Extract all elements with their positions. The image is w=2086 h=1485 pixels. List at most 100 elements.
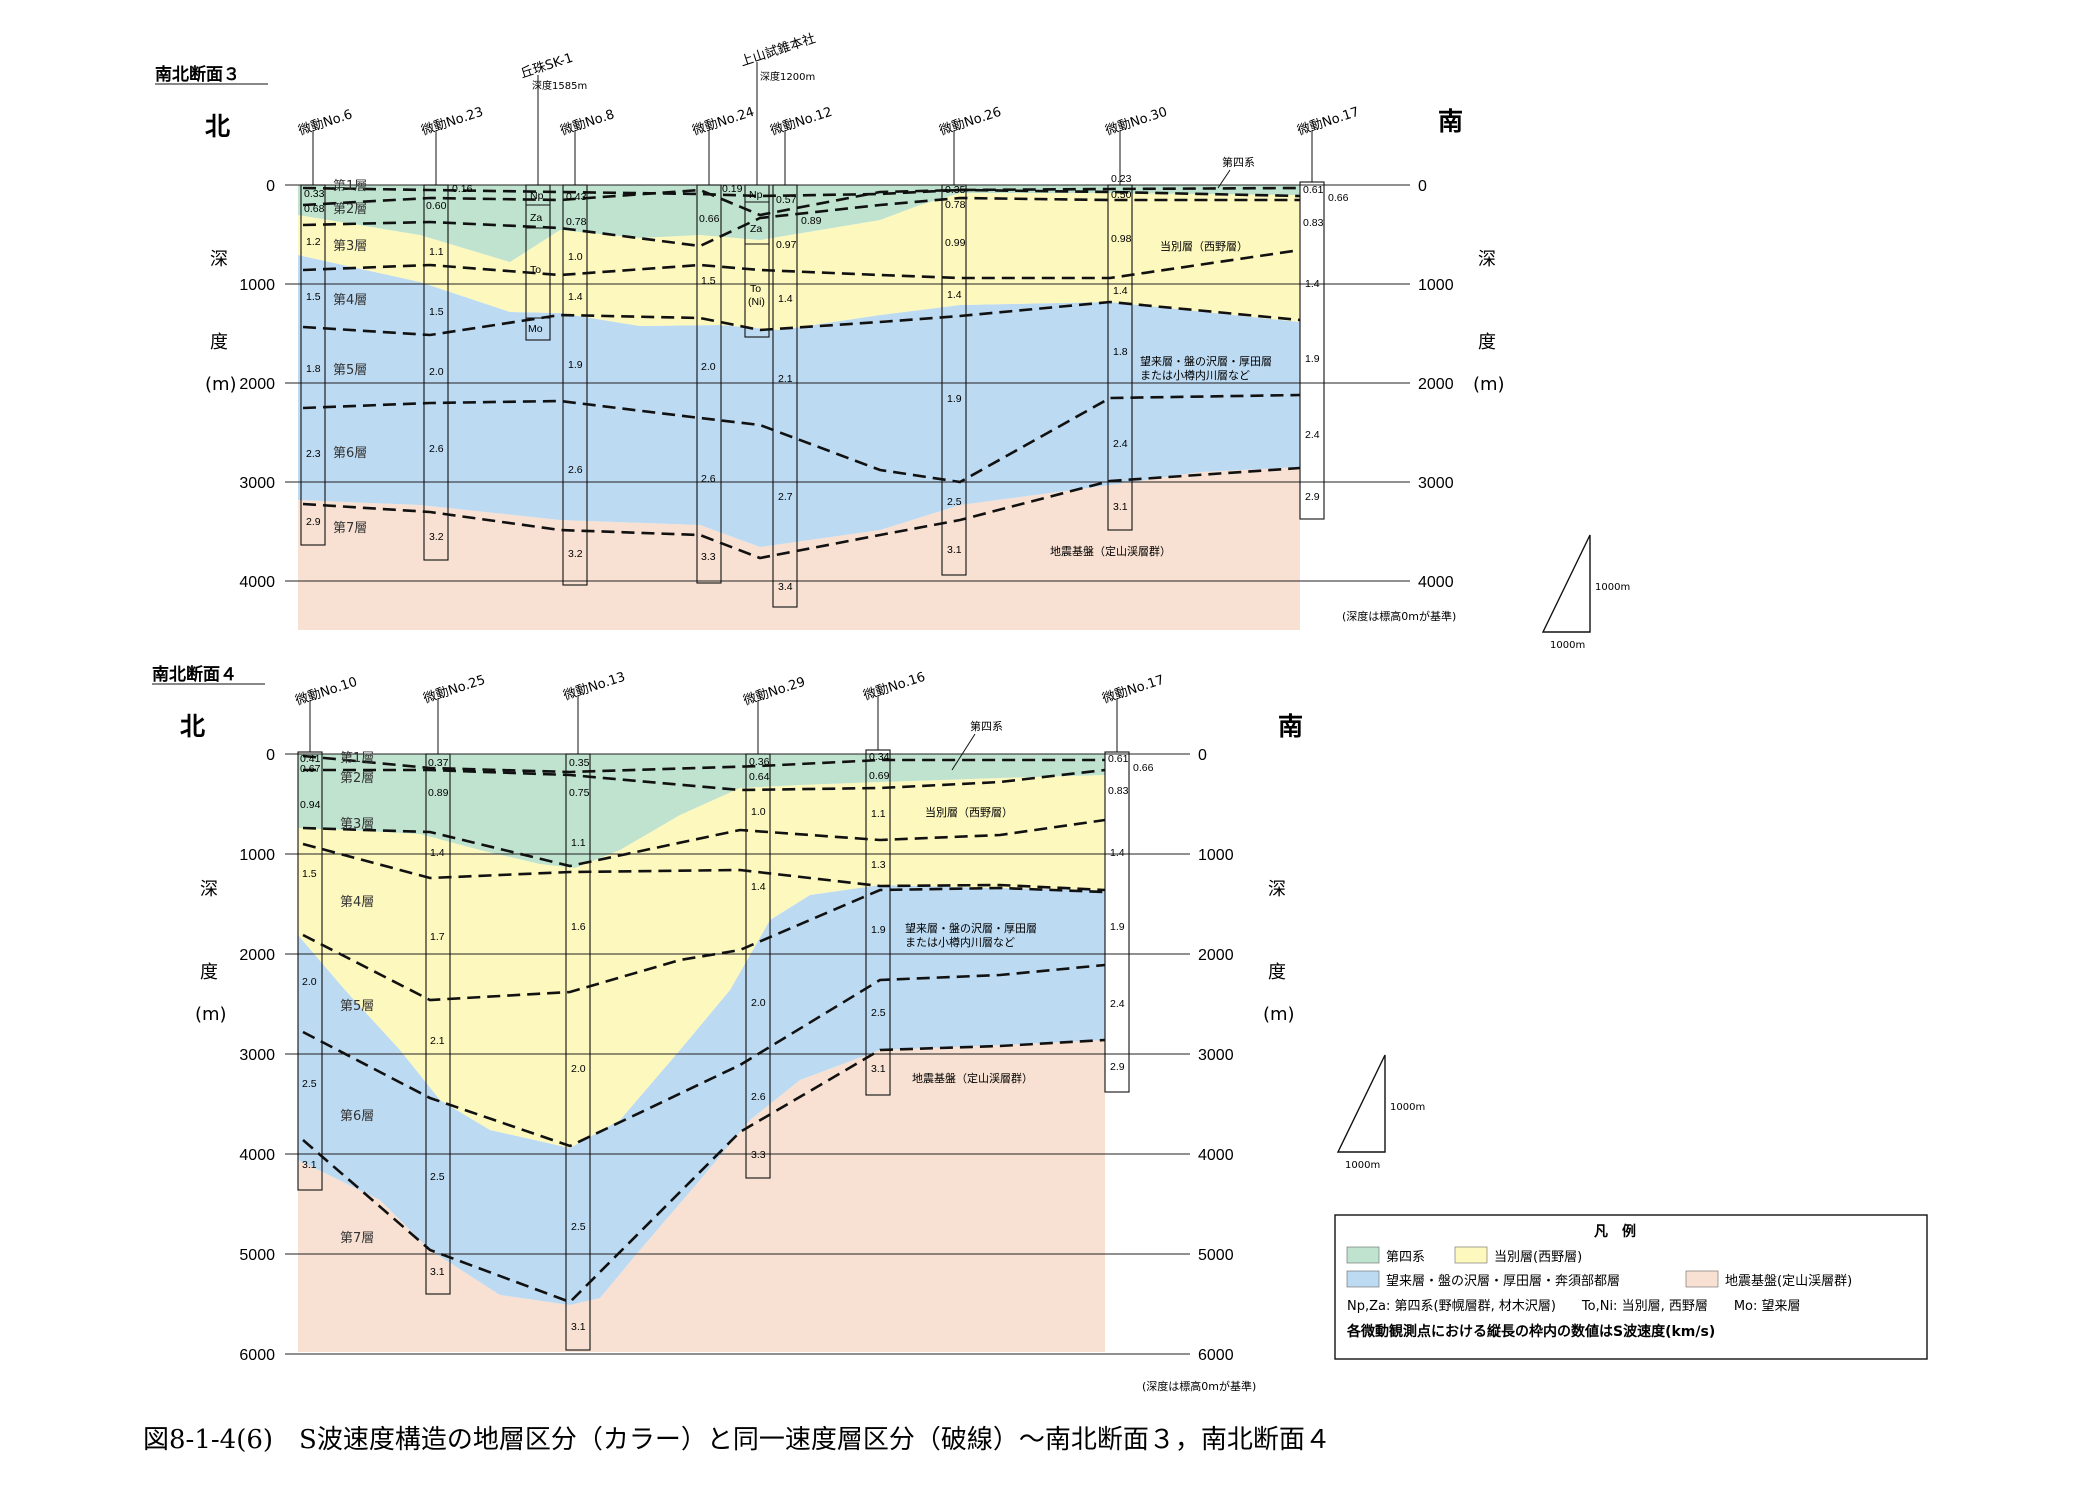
station-column: 微動No.17 0.61 0.66 0.83 1.4 1.9 2.4 2.9 [1296, 105, 1362, 520]
south-label: 南 [1278, 712, 1303, 741]
velocity-value: 0.83 [1303, 217, 1324, 229]
velocity-value: 2.4 [1305, 429, 1320, 441]
quaternary-label: 第四系 [1222, 155, 1255, 169]
depth-label: 4000 [1418, 574, 1454, 591]
station-name: 微動No.13 [562, 670, 628, 704]
legend-swatch-basement [1685, 1270, 1719, 1288]
depth-label: 6000 [239, 1347, 275, 1364]
depth-axis-unit: (m) [195, 1004, 227, 1025]
velocity-value: 0.37 [428, 757, 449, 769]
borehole-unit: Np [530, 190, 544, 202]
velocity-value: 1.1 [571, 837, 586, 849]
section-4-layer-labels: 第1層 第2層 第3層 第4層 第5層 第6層 第7層 [340, 751, 374, 1246]
scale-label-horizontal: 1000m [1345, 1160, 1380, 1171]
velocity-value: 1.8 [306, 363, 321, 375]
depth-axis-char: 度 [210, 332, 228, 353]
depth-axis-unit: (m) [1473, 374, 1505, 395]
legend-abbreviations: Np,Za: 第四系(野幌層群, 材木沢層) To,Ni: 当別層, 西野層 M… [1347, 1298, 1801, 1314]
borehole-unit: Np [749, 189, 763, 201]
depth-axis-char: 度 [200, 962, 218, 983]
layer-label: 第4層 [333, 293, 367, 308]
tobetsu-label: 当別層（西野層） [1160, 239, 1248, 253]
mirai-label-line1: 望来層・盤の沢層・厚田層 [1140, 354, 1272, 368]
velocity-value: 1.1 [429, 246, 444, 258]
depth-label: 4000 [239, 1147, 275, 1164]
scale-label-vertical: 1000m [1595, 582, 1630, 593]
velocity-value: 2.5 [430, 1171, 445, 1183]
velocity-value: 1.9 [1305, 353, 1320, 365]
south-label: 南 [1438, 107, 1463, 136]
velocity-value: 1.8 [1113, 346, 1128, 358]
velocity-value: 2.5 [571, 1221, 586, 1233]
velocity-value: 1.5 [701, 275, 716, 287]
velocity-value: 0.64 [749, 771, 770, 783]
velocity-value: 1.2 [306, 236, 321, 248]
section-3-depth-labels-left: 0 1000 2000 3000 4000 [239, 178, 275, 591]
quaternary-leader-line [951, 733, 976, 771]
station-name: 微動No.6 [297, 107, 355, 139]
tobetsu-label: 当別層（西野層） [925, 805, 1013, 819]
scale-label-horizontal: 1000m [1550, 640, 1585, 651]
legend-swatch-quaternary [1346, 1246, 1380, 1264]
velocity-value: 1.9 [871, 924, 886, 936]
velocity-value: 0.61 [1303, 184, 1324, 196]
depth-axis-char: 深 [1268, 879, 1286, 900]
tobetsu-unit [298, 775, 1105, 1148]
velocity-value: 1.1 [871, 808, 886, 820]
depth-reference-note: (深度は標高0mが基準) [1142, 1379, 1256, 1393]
borehole-unit: To [530, 264, 541, 276]
section-4: 南北断面４ 0 1000 2000 3000 4000 5000 6000 0 … [152, 664, 1425, 1393]
velocity-value: 2.0 [701, 361, 716, 373]
station-name: 微動No.8 [559, 107, 617, 139]
station-name: 微動No.17 [1296, 105, 1362, 139]
depth-axis-char: 深 [210, 249, 228, 270]
north-label: 北 [205, 112, 230, 141]
station-name: 微動No.17 [1101, 673, 1167, 707]
velocity-value: 1.4 [430, 847, 445, 859]
mirai-unit [298, 885, 1105, 1305]
velocity-value: 2.0 [571, 1063, 586, 1075]
quaternary-unit [298, 185, 1300, 262]
velocity-value: 2.5 [947, 496, 962, 508]
mirai-label-line2: または小樽内川層など [905, 935, 1015, 949]
velocity-value: 1.6 [571, 921, 586, 933]
velocity-value: 0.36 [749, 756, 770, 768]
depth-axis-char: 度 [1268, 962, 1286, 983]
borehole-name: 丘珠SK-1 [519, 51, 575, 82]
depth-axis-unit: (m) [205, 374, 237, 395]
basement-label: 地震基盤（定山渓層群） [912, 1071, 1033, 1085]
station-name: 微動No.16 [862, 670, 928, 704]
mirai-label-line2: または小樽内川層など [1140, 368, 1250, 382]
layer-label: 第1層 [340, 751, 374, 766]
layer-label: 第6層 [333, 446, 367, 461]
velocity-value: 3.3 [751, 1149, 766, 1161]
station-name: 微動No.24 [691, 105, 757, 139]
velocity-value: 1.4 [778, 293, 793, 305]
depth-label: 1000 [239, 277, 275, 294]
velocity-value: 0.66 [1133, 762, 1154, 774]
depth-label: 3000 [239, 475, 275, 492]
scale-label-vertical: 1000m [1390, 1102, 1425, 1113]
velocity-value: 0.61 [1108, 753, 1129, 765]
section-3-depth-labels-right: 0 1000 2000 3000 4000 [1418, 178, 1454, 591]
velocity-value: 2.9 [1305, 491, 1320, 503]
velocity-value: 2.0 [751, 997, 766, 1009]
depth-label: 1000 [239, 847, 275, 864]
velocity-value: 1.9 [1110, 921, 1125, 933]
velocity-value: 1.0 [751, 806, 766, 818]
velocity-value: 2.1 [430, 1035, 445, 1047]
velocity-value: 1.4 [751, 881, 766, 893]
velocity-value: 1.9 [568, 359, 583, 371]
depth-label: 2000 [239, 947, 275, 964]
velocity-value: 2.6 [751, 1091, 766, 1103]
basement-unit [298, 1040, 1105, 1352]
layer-label: 第2層 [340, 771, 374, 786]
station-name: 微動No.25 [422, 673, 488, 707]
legend-item: 第四系 [1386, 1250, 1425, 1265]
station-name: 微動No.12 [769, 105, 835, 139]
depth-label: 0 [266, 747, 275, 764]
scale-triangle: 1000m 1000m [1336, 1054, 1425, 1171]
velocity-value: 0.68 [304, 203, 325, 215]
velocity-value: 0.89 [428, 787, 449, 799]
velocity-value: 0.78 [945, 199, 966, 211]
